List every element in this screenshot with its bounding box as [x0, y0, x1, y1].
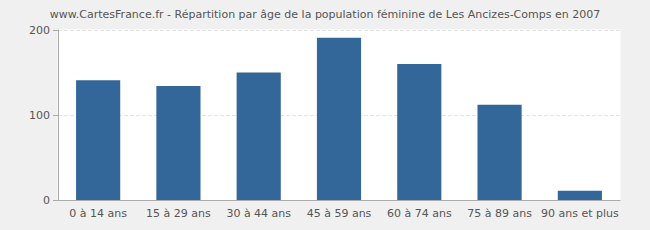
svg-text:30 à 44 ans: 30 à 44 ans — [226, 207, 291, 220]
svg-text:200: 200 — [29, 24, 50, 37]
svg-text:0 à 14 ans: 0 à 14 ans — [69, 207, 127, 220]
svg-text:90 ans et plus: 90 ans et plus — [541, 207, 619, 220]
svg-text:15 à 29 ans: 15 à 29 ans — [146, 207, 211, 220]
svg-text:100: 100 — [29, 109, 50, 122]
svg-text:www.CartesFrance.fr - Répartit: www.CartesFrance.fr - Répartition par âg… — [50, 8, 600, 21]
svg-text:0: 0 — [43, 194, 50, 207]
svg-text:75 à 89 ans: 75 à 89 ans — [467, 207, 532, 220]
svg-text:45 à 59 ans: 45 à 59 ans — [307, 207, 372, 220]
svg-text:60 à 74 ans: 60 à 74 ans — [387, 207, 452, 220]
